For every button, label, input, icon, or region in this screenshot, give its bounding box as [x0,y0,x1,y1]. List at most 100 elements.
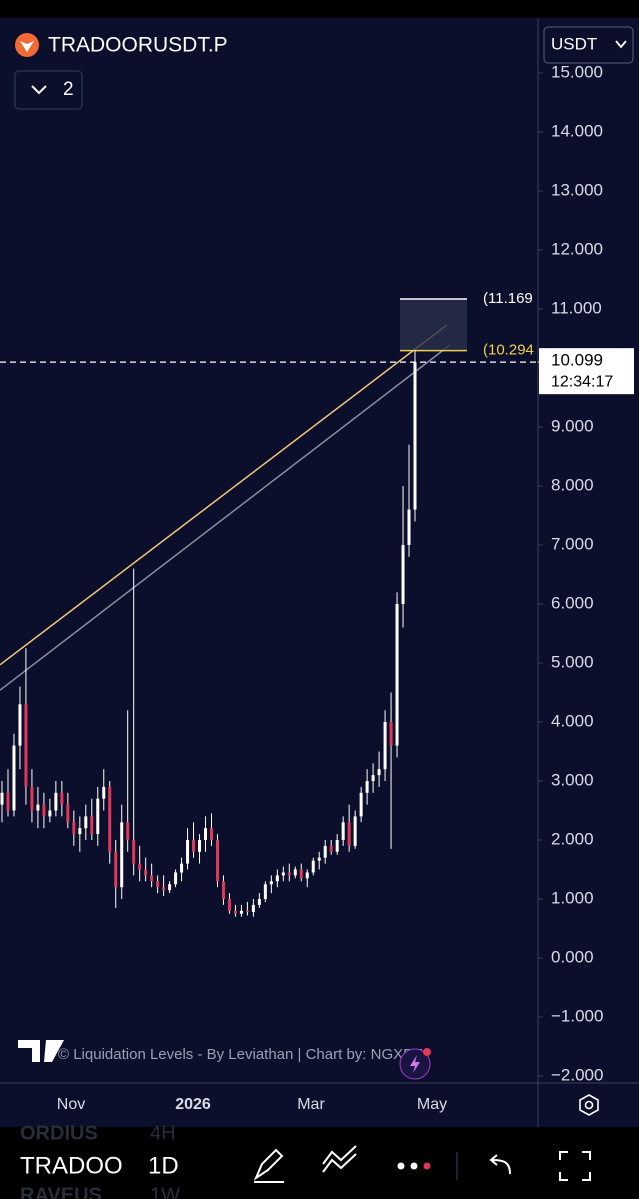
toolbar-bg [0,1127,639,1199]
candle-body [36,804,40,811]
candle-body [54,792,58,811]
candle-body [18,704,22,746]
tv-logo [18,1040,64,1062]
candle-body [162,887,166,891]
settings-icon[interactable] [579,1094,599,1116]
candle-body [204,828,208,840]
indicator-toggle[interactable] [14,70,83,110]
candle-body [275,875,279,882]
tv-logo-dot [33,1040,39,1046]
candle-body [102,786,106,799]
undo[interactable] [489,1154,511,1175]
candle-body [257,899,261,905]
y-tick-label: 13.000 [551,180,603,199]
more-dot [423,1162,431,1170]
candle-body [305,872,309,879]
candle-body [347,822,351,846]
toolbar-interval[interactable]: 1D [148,1152,179,1179]
candle-body [90,816,94,835]
candle-body [329,845,333,852]
candle-body [132,840,136,864]
candle-body [239,910,243,914]
trendline [0,324,448,666]
y-tick-label: 15.000 [551,62,603,81]
candle-body [251,904,255,912]
candle-body [174,872,178,885]
candle-body [401,545,405,604]
candle-body [84,816,88,829]
candle-body [407,509,411,545]
y-tick-label: 2.000 [551,829,594,848]
symbol-icon-glyph [20,41,34,52]
settings-icon-center [584,1100,594,1110]
candle-body [215,840,219,882]
countdown: 12:34:17 [551,373,613,390]
faded-interval: 1W [150,1184,180,1199]
y-tick-label: 9.000 [551,416,594,435]
x-tick-label: Nov [57,1096,85,1113]
draw-tool[interactable] [253,1148,284,1183]
candle-body [389,722,393,746]
candle-body [180,863,184,873]
indicators-tool[interactable] [322,1145,357,1173]
candle-body [30,786,34,811]
symbol-title[interactable]: TRADOORUSDT.P [48,34,228,57]
x-tick-label: Mar [297,1096,325,1113]
candle-body [72,822,76,835]
candle-body [66,804,70,823]
candle-body [120,822,124,888]
more-dot [410,1162,418,1170]
candle-body [168,884,172,891]
fullscreen[interactable] [559,1151,591,1181]
y-tick-label: 6.000 [551,593,594,612]
y-tick-label: 1.000 [551,888,594,907]
currency-select[interactable] [543,26,634,64]
last-price-box [539,348,634,395]
watermark: © Liquidation Levels - By Leviathan | Ch… [58,1046,422,1063]
y-tick-label: 5.000 [551,652,594,671]
candle-body [96,798,100,835]
candle-body [209,828,213,840]
y-tick-label: 11.000 [551,298,602,317]
candle-body [299,869,303,879]
candle-body [42,804,46,817]
candle-body [365,781,369,793]
candle-body [138,863,142,870]
candle-body [287,872,291,876]
candle-body [245,910,249,912]
candle-body [0,792,4,805]
y-tick-label: 14.000 [551,121,603,140]
trendline [0,344,451,691]
lightning [410,1055,420,1073]
candle-body [311,860,315,873]
candle-body [192,840,196,852]
candle-body [317,857,321,861]
more-dot[interactable] [397,1162,405,1170]
level-zone [400,299,467,351]
candle-body [12,745,16,811]
y-tick-label: −1.000 [551,1006,603,1025]
last-price: 10.099 [551,351,603,370]
candle-body [126,822,130,840]
candle-body [156,881,160,888]
level-label: (10.294 [483,342,534,359]
x-tick-label: 2026 [175,1096,211,1113]
y-tick-label: −2.000 [551,1065,603,1084]
candle-body [395,604,399,746]
candle-body [114,851,118,888]
candle-body [281,872,285,876]
faded-interval: 4H [150,1122,176,1144]
faded-symbol: ORDIUS [20,1122,98,1144]
chevron [615,40,627,49]
x-tick-label: May [417,1096,447,1113]
y-tick-label: 12.000 [551,239,603,258]
candle-body [323,845,327,858]
candle-body [269,881,273,885]
candle-body [144,869,148,876]
plot: (11.169 (10.294 [0,290,538,917]
toolbar-symbol[interactable]: TRADOO [20,1152,123,1179]
candle-body [60,792,64,805]
candle-body [227,899,231,911]
